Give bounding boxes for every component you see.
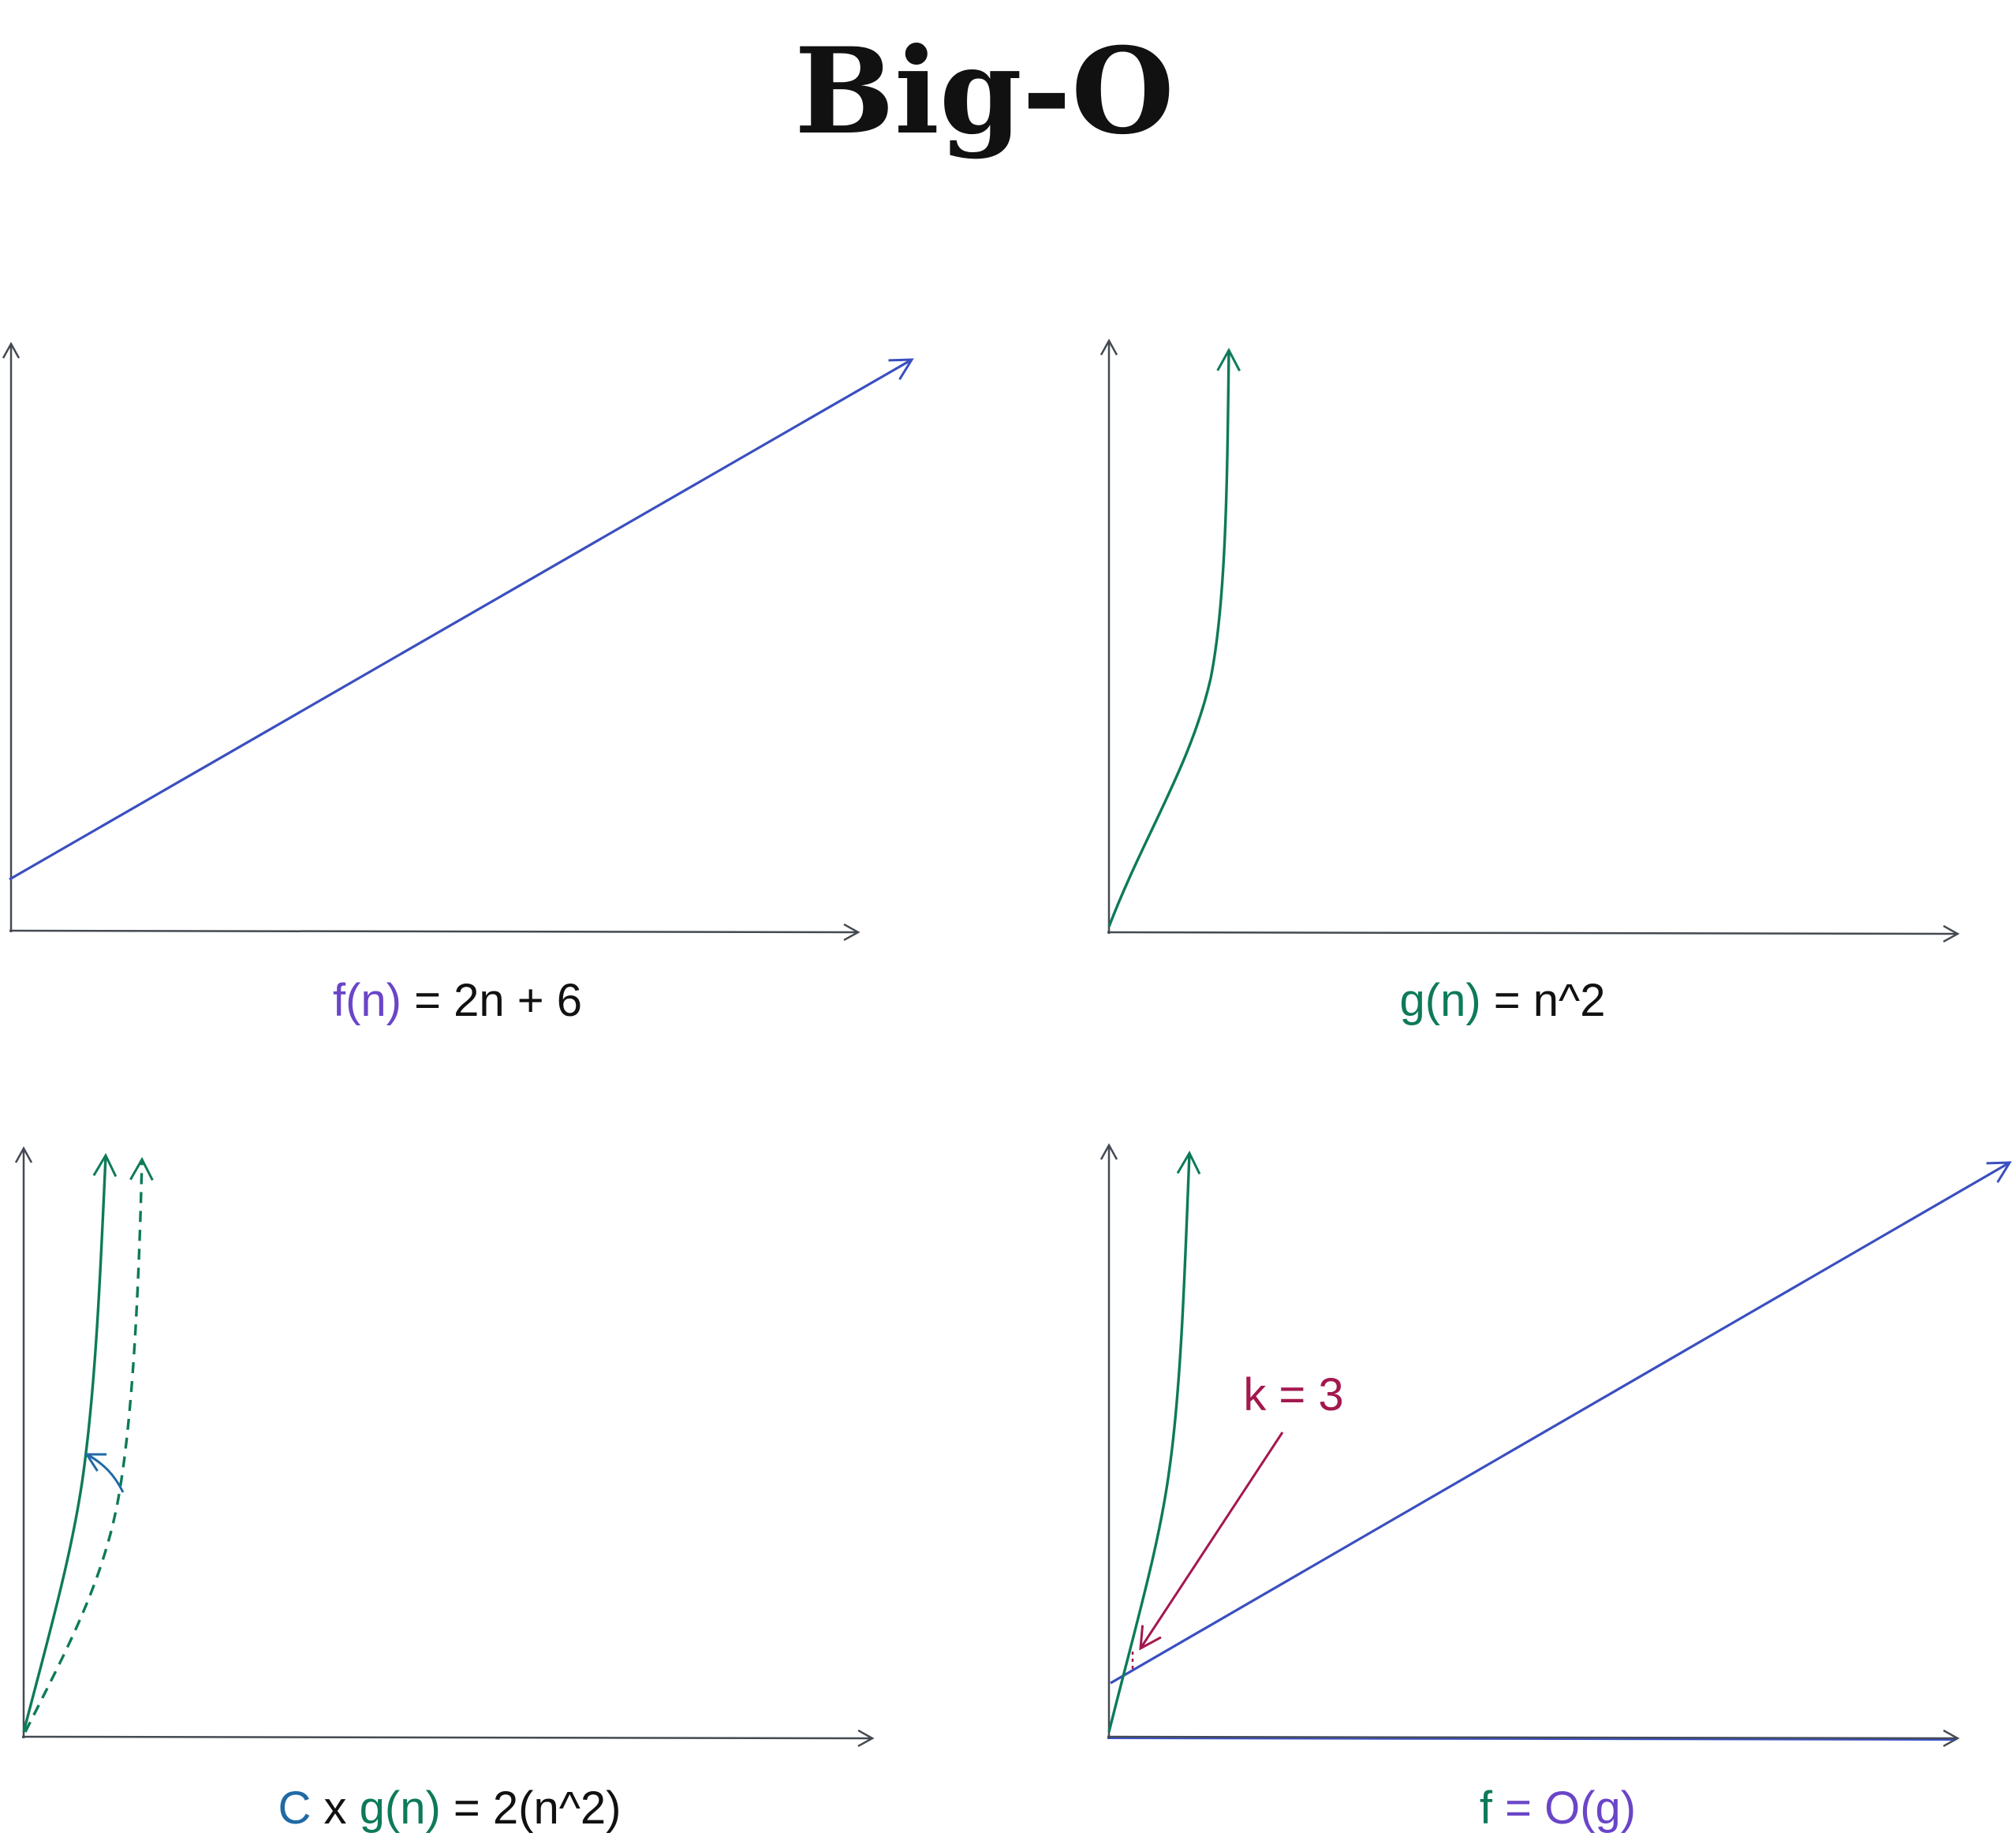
panel-3-label-gn: g(n) — [360, 1782, 441, 1834]
panel-2-label-eq: = — [1481, 975, 1533, 1026]
page-title: Big-O — [794, 22, 1174, 161]
f-linear-curve — [9, 358, 914, 881]
panel-3-label-rhs: = 2(n^2) — [441, 1782, 622, 1834]
crossover-pointer-arrow — [1139, 1432, 1284, 1651]
panel-2-label-gn: g(n) — [1400, 975, 1481, 1026]
panel-c-times-g: C x g(n) = 2(n^2) — [14, 1146, 875, 1834]
g-quadratic-curve — [1107, 347, 1241, 928]
panel-2-label: g(n) = n^2 — [1400, 975, 1606, 1026]
panel-4-x-axis-overlay — [1107, 1738, 1955, 1741]
g-curve-compare — [1107, 1150, 1201, 1733]
panel-4-x-axis — [1107, 1729, 1960, 1748]
panel-3-label: C x g(n) = 2(n^2) — [278, 1782, 622, 1834]
panel-f-is-big-o-of-g: k = 3 f = O(g) — [1099, 1143, 2012, 1834]
panel-f-linear: f(n) = 2n + 6 — [2, 342, 914, 1026]
panel-1-label: f(n) = 2n + 6 — [333, 975, 582, 1026]
panel-1-label-fn: f(n) — [333, 975, 401, 1026]
panel-3-x-axis — [21, 1729, 875, 1748]
panel-3-label-x: x — [311, 1782, 359, 1834]
scaled-g-curve-dashed — [24, 1156, 154, 1733]
panel-g-quadratic: g(n) = n^2 — [1099, 338, 1960, 1026]
panel-1-x-axis — [9, 923, 861, 942]
f-linear-curve-compare — [1110, 1161, 2012, 1685]
panel-2-label-rhs: n^2 — [1533, 975, 1606, 1026]
panel-3-label-c: C — [278, 1782, 312, 1834]
panel-4-label: f = O(g) — [1480, 1782, 1636, 1834]
crossover-label: k = 3 — [1243, 1369, 1343, 1420]
panel-2-x-axis — [1107, 924, 1960, 943]
g-curve-solid — [22, 1152, 118, 1733]
panel-4-label-f: f — [1480, 1782, 1493, 1834]
scaling-arrow — [84, 1453, 125, 1493]
panel-4-label-rhs: = O(g) — [1492, 1782, 1636, 1834]
panel-1-label-rest: = 2n + 6 — [401, 975, 582, 1026]
